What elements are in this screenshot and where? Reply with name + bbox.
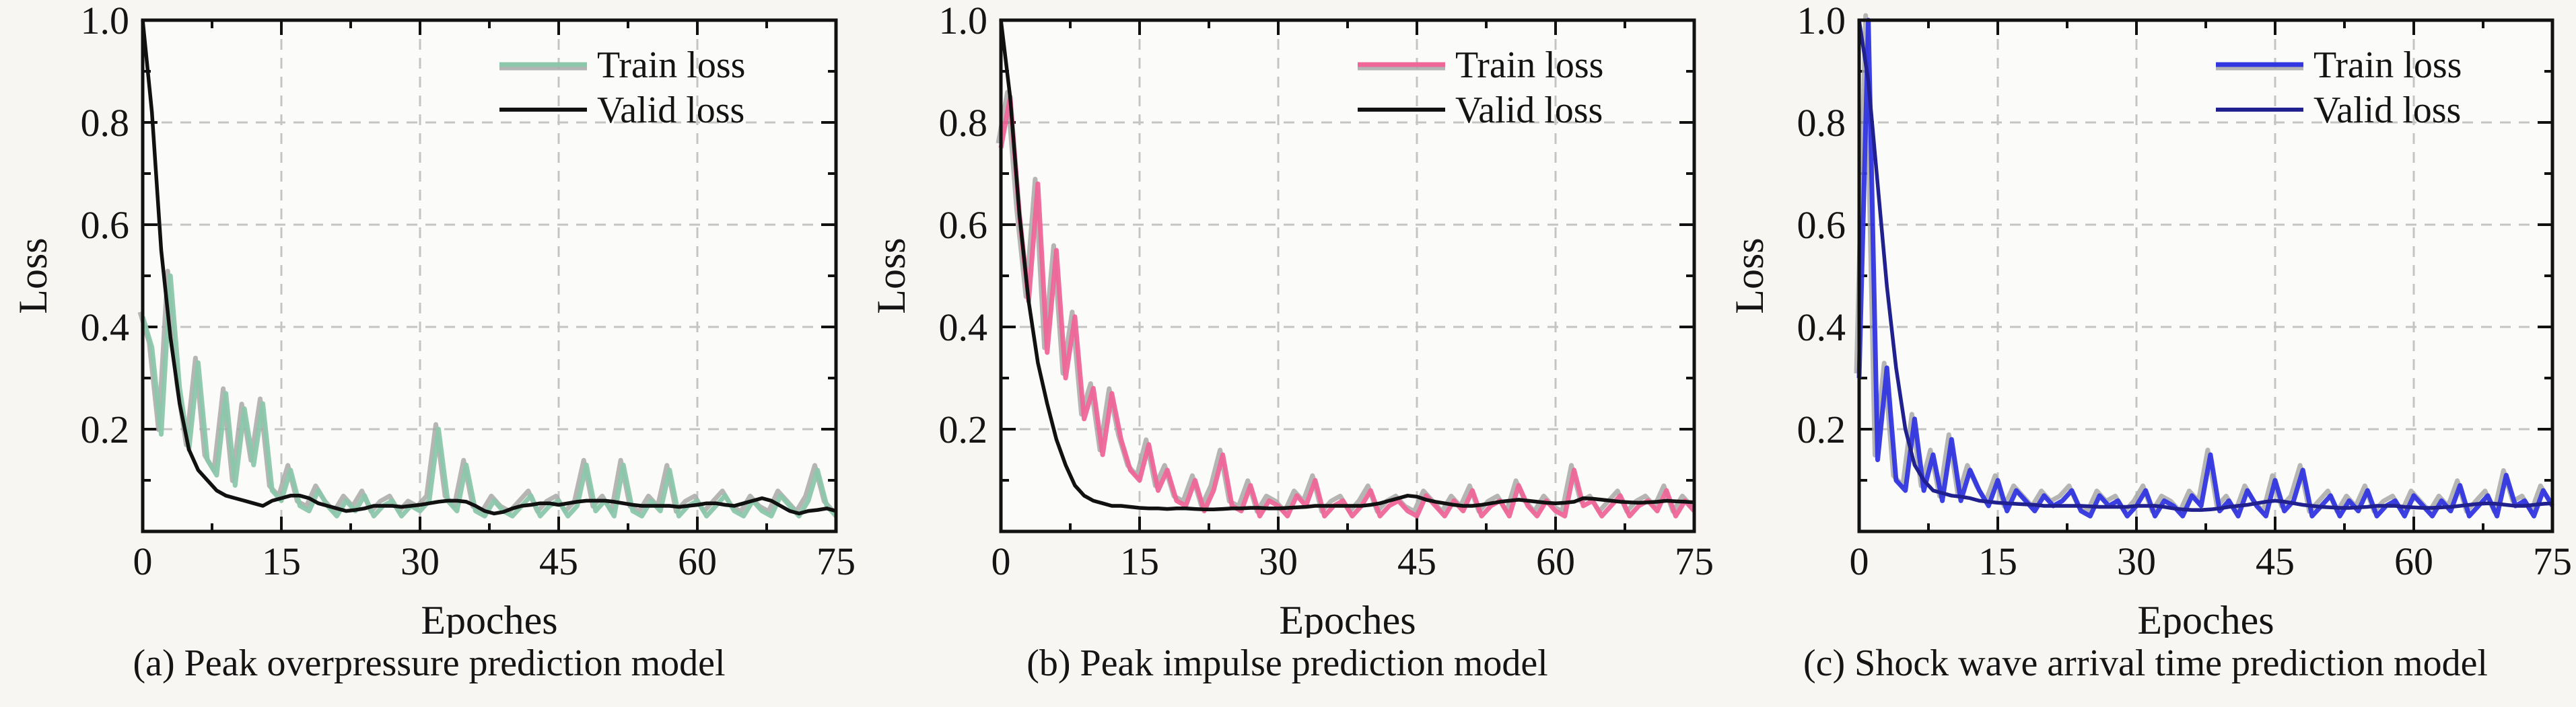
valid-loss-line (140, 20, 837, 516)
caption-b: (b) Peak impulse prediction model (1026, 642, 1548, 684)
y-tick-label: 1.0 (1797, 0, 1846, 42)
train-loss-line (140, 273, 838, 519)
y-tick-label: 0.2 (938, 408, 987, 451)
x-tick-label: 60 (1536, 539, 1575, 583)
x-axis-label: Epoches (1279, 598, 1416, 638)
loss-chart-impulse: 0 15 30 45 60 75 0.2 0.4 0.6 0.8 1.0 Epoches Loss Tra… (863, 0, 1712, 638)
x-tick-label: 60 (2394, 539, 2433, 583)
y-tick-label: 0.6 (80, 203, 129, 247)
legend-valid-label: Valid loss (1455, 89, 1603, 131)
x-tick-label: 75 (1675, 539, 1712, 583)
legend-train-label: Train loss (597, 44, 745, 86)
x-tick-label: 0 (1849, 539, 1869, 583)
y-tick-label: 0.4 (1797, 305, 1846, 349)
y-tick-label: 0.6 (938, 203, 987, 247)
loss-chart-svg: 0 15 30 45 60 75 0.2 0.4 0.6 0.8 1.0 Epoches Loss Tra… (11, 0, 854, 638)
x-axis-label: Epoches (421, 598, 557, 638)
caption-a: (a) Peak overpressure prediction model (133, 642, 726, 684)
legend-valid-label: Valid loss (597, 89, 744, 131)
legend-train-label: Train loss (2313, 44, 2462, 86)
caption-c: (c) Shock wave arrival time prediction m… (1803, 642, 2488, 684)
y-tick-label: 0.2 (80, 408, 129, 451)
x-tick-label: 60 (678, 539, 717, 583)
loss-chart-overpressure: 0 15 30 45 60 75 0.2 0.4 0.6 0.8 1.0 Epoches Loss Tra… (5, 0, 854, 638)
panel-impulse: 0 15 30 45 60 75 0.2 0.4 0.6 0.8 1.0 Epoches Loss Tra… (858, 0, 1716, 707)
plot-border (141, 18, 837, 533)
panel-arrival-time: 0 15 30 45 60 75 0.2 0.4 0.6 0.8 1.0 Epoches Loss Tra… (1716, 0, 2575, 707)
plot-border (999, 18, 1696, 533)
x-axis-label: Epoches (2137, 598, 2274, 638)
x-tick-label: 15 (262, 539, 301, 583)
x-tick-label: 45 (2256, 539, 2295, 583)
plot-area (1000, 20, 1694, 531)
panel-overpressure: 0 15 30 45 60 75 0.2 0.4 0.6 0.8 1.0 Epoches Loss Tra… (0, 0, 858, 707)
x-tick-label: 0 (133, 539, 152, 583)
x-tick-label: 30 (401, 539, 440, 583)
y-tick-label: 0.6 (1797, 203, 1846, 247)
legend-valid-label: Valid loss (2313, 89, 2461, 131)
x-tick-label: 75 (2533, 539, 2571, 583)
y-tick-label: 0.8 (938, 101, 987, 145)
y-axis-label: Loss (1727, 237, 1772, 313)
x-tick-label: 45 (539, 539, 578, 583)
train-loss-line (998, 94, 1696, 519)
y-tick-label: 0.8 (1797, 101, 1846, 145)
loss-chart-arrival-time: 0 15 30 45 60 75 0.2 0.4 0.6 0.8 1.0 Epoches Loss Tra… (1721, 0, 2571, 638)
loss-chart-svg: 0 15 30 45 60 75 0.2 0.4 0.6 0.8 1.0 Epoches Loss Tra… (869, 0, 1712, 638)
y-tick-label: 1.0 (938, 0, 987, 42)
loss-chart-svg: 0 15 30 45 60 75 0.2 0.4 0.6 0.8 1.0 Epoches Loss Tra… (1727, 0, 2571, 638)
y-tick-label: 0.4 (80, 305, 129, 349)
plot-area (1858, 20, 2552, 531)
y-tick-label: 0.8 (80, 101, 129, 145)
x-tick-label: 30 (2117, 539, 2156, 583)
y-axis-label: Loss (11, 237, 55, 313)
y-axis-label: Loss (869, 237, 913, 313)
x-tick-label: 75 (816, 539, 854, 583)
legend-train-label: Train loss (1455, 44, 1603, 86)
x-tick-label: 30 (1259, 539, 1298, 583)
x-tick-label: 45 (1397, 539, 1436, 583)
x-tick-label: 0 (991, 539, 1010, 583)
y-tick-label: 0.2 (1797, 408, 1846, 451)
valid-loss-line (998, 20, 1694, 512)
y-tick-label: 0.4 (938, 305, 987, 349)
x-tick-label: 15 (1978, 539, 2017, 583)
valid-loss-line (1856, 20, 2552, 512)
plot-border (1857, 18, 2554, 533)
x-tick-label: 15 (1120, 539, 1159, 583)
train-loss-shadow-line (137, 268, 835, 514)
y-tick-label: 1.0 (80, 0, 129, 42)
